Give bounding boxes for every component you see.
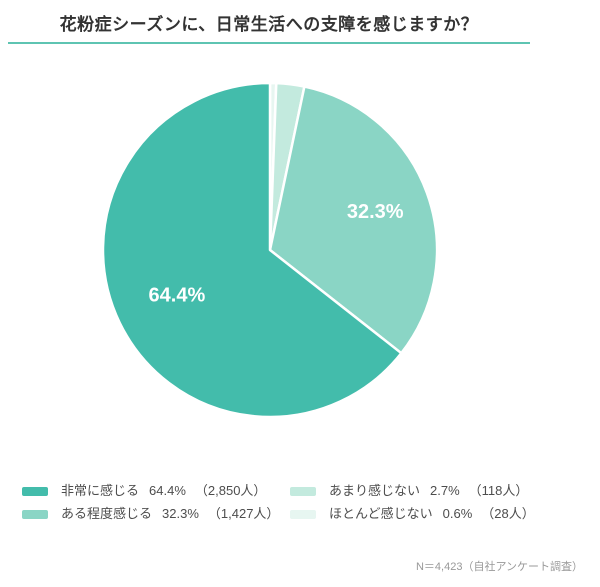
legend-label: ある程度感じる (61, 506, 153, 521)
legend-percent: 0.6% (442, 506, 473, 521)
chart-header: 花粉症シーズンに、日常生活への支障を感じますか？ (8, 10, 530, 44)
legend-label: ほとんど感じない (329, 506, 433, 521)
legend-item-very-much: 非常に感じる 64.4% （2,850人） (22, 483, 290, 499)
chart-title: 花粉症シーズンに、日常生活への支障を感じますか？ (59, 15, 479, 34)
legend-item-not-much: あまり感じない 2.7% （118人） (290, 483, 535, 499)
legend-label: あまり感じない (329, 483, 421, 498)
legend-count: （1,427人） (207, 506, 280, 521)
legend-swatch-hardly (290, 509, 316, 519)
legend-percent: 32.3% (162, 506, 199, 521)
legend-item-somewhat: ある程度感じる 32.3% （1,427人） (22, 506, 290, 522)
legend-label: 非常に感じる (61, 483, 140, 498)
legend: 非常に感じる 64.4% （2,850人） あまり感じない 2.7% （118人… (22, 483, 535, 522)
sample-size-footnote: N＝4,423（自社アンケート調査） (415, 561, 583, 573)
legend-swatch-not-much (290, 486, 316, 496)
pie-slice-somewhat (268, 85, 439, 355)
legend-percent: 64.4% (149, 483, 186, 498)
legend-count: （2,850人） (194, 483, 267, 498)
pie-chart: 32.3% 64.4% (101, 81, 439, 419)
legend-count: （118人） (468, 483, 529, 498)
legend-percent: 2.7% (430, 483, 460, 498)
legend-swatch-somewhat (22, 509, 48, 519)
pie-slice-label-very-much: 64.4% (149, 284, 206, 306)
pie-slice-very-much (101, 81, 403, 419)
legend-swatch-very-much (22, 486, 48, 496)
pie-slice-label-somewhat: 32.3% (347, 201, 404, 223)
legend-item-hardly: ほとんど感じない 0.6% （28人） (290, 506, 535, 522)
legend-count: （28人） (481, 506, 535, 521)
